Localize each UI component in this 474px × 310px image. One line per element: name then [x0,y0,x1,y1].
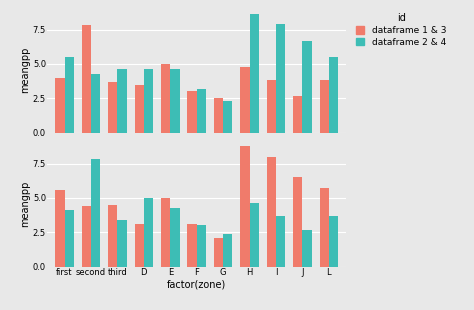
Bar [170,207,180,267]
Bar [55,78,64,133]
Bar [144,198,153,267]
Bar [329,57,338,133]
Bar [82,206,91,267]
Bar [250,15,259,133]
Bar [135,85,144,133]
Bar [91,73,100,133]
Bar [250,203,259,267]
Bar [187,224,197,267]
Bar [64,57,74,133]
Bar [276,24,285,133]
Bar [170,69,180,133]
Bar [144,69,153,133]
Bar [319,80,329,133]
Bar [223,234,232,267]
Bar [64,210,74,267]
Bar [197,225,206,267]
Bar [118,69,127,133]
Bar [108,205,118,267]
Bar [240,146,250,267]
Bar [108,82,118,133]
Bar [267,80,276,133]
Bar [267,157,276,267]
X-axis label: factor(zone): factor(zone) [167,280,227,290]
Bar [161,64,170,133]
Bar [223,101,232,133]
Bar [161,198,170,267]
Bar [118,220,127,267]
Bar [319,188,329,267]
Bar [276,216,285,267]
Bar [214,238,223,267]
Legend: dataframe 1 & 3, dataframe 2 & 4: dataframe 1 & 3, dataframe 2 & 4 [354,11,449,50]
Y-axis label: meangpp: meangpp [20,46,30,93]
Bar [329,216,338,267]
Y-axis label: meangpp: meangpp [20,180,30,227]
Bar [302,229,312,267]
Bar [214,98,223,133]
Bar [187,91,197,133]
Bar [82,25,91,133]
Bar [302,41,312,133]
Bar [293,177,302,267]
Bar [91,159,100,267]
Bar [293,95,302,133]
Bar [240,67,250,133]
Bar [55,190,64,267]
Bar [135,224,144,267]
Bar [197,89,206,133]
